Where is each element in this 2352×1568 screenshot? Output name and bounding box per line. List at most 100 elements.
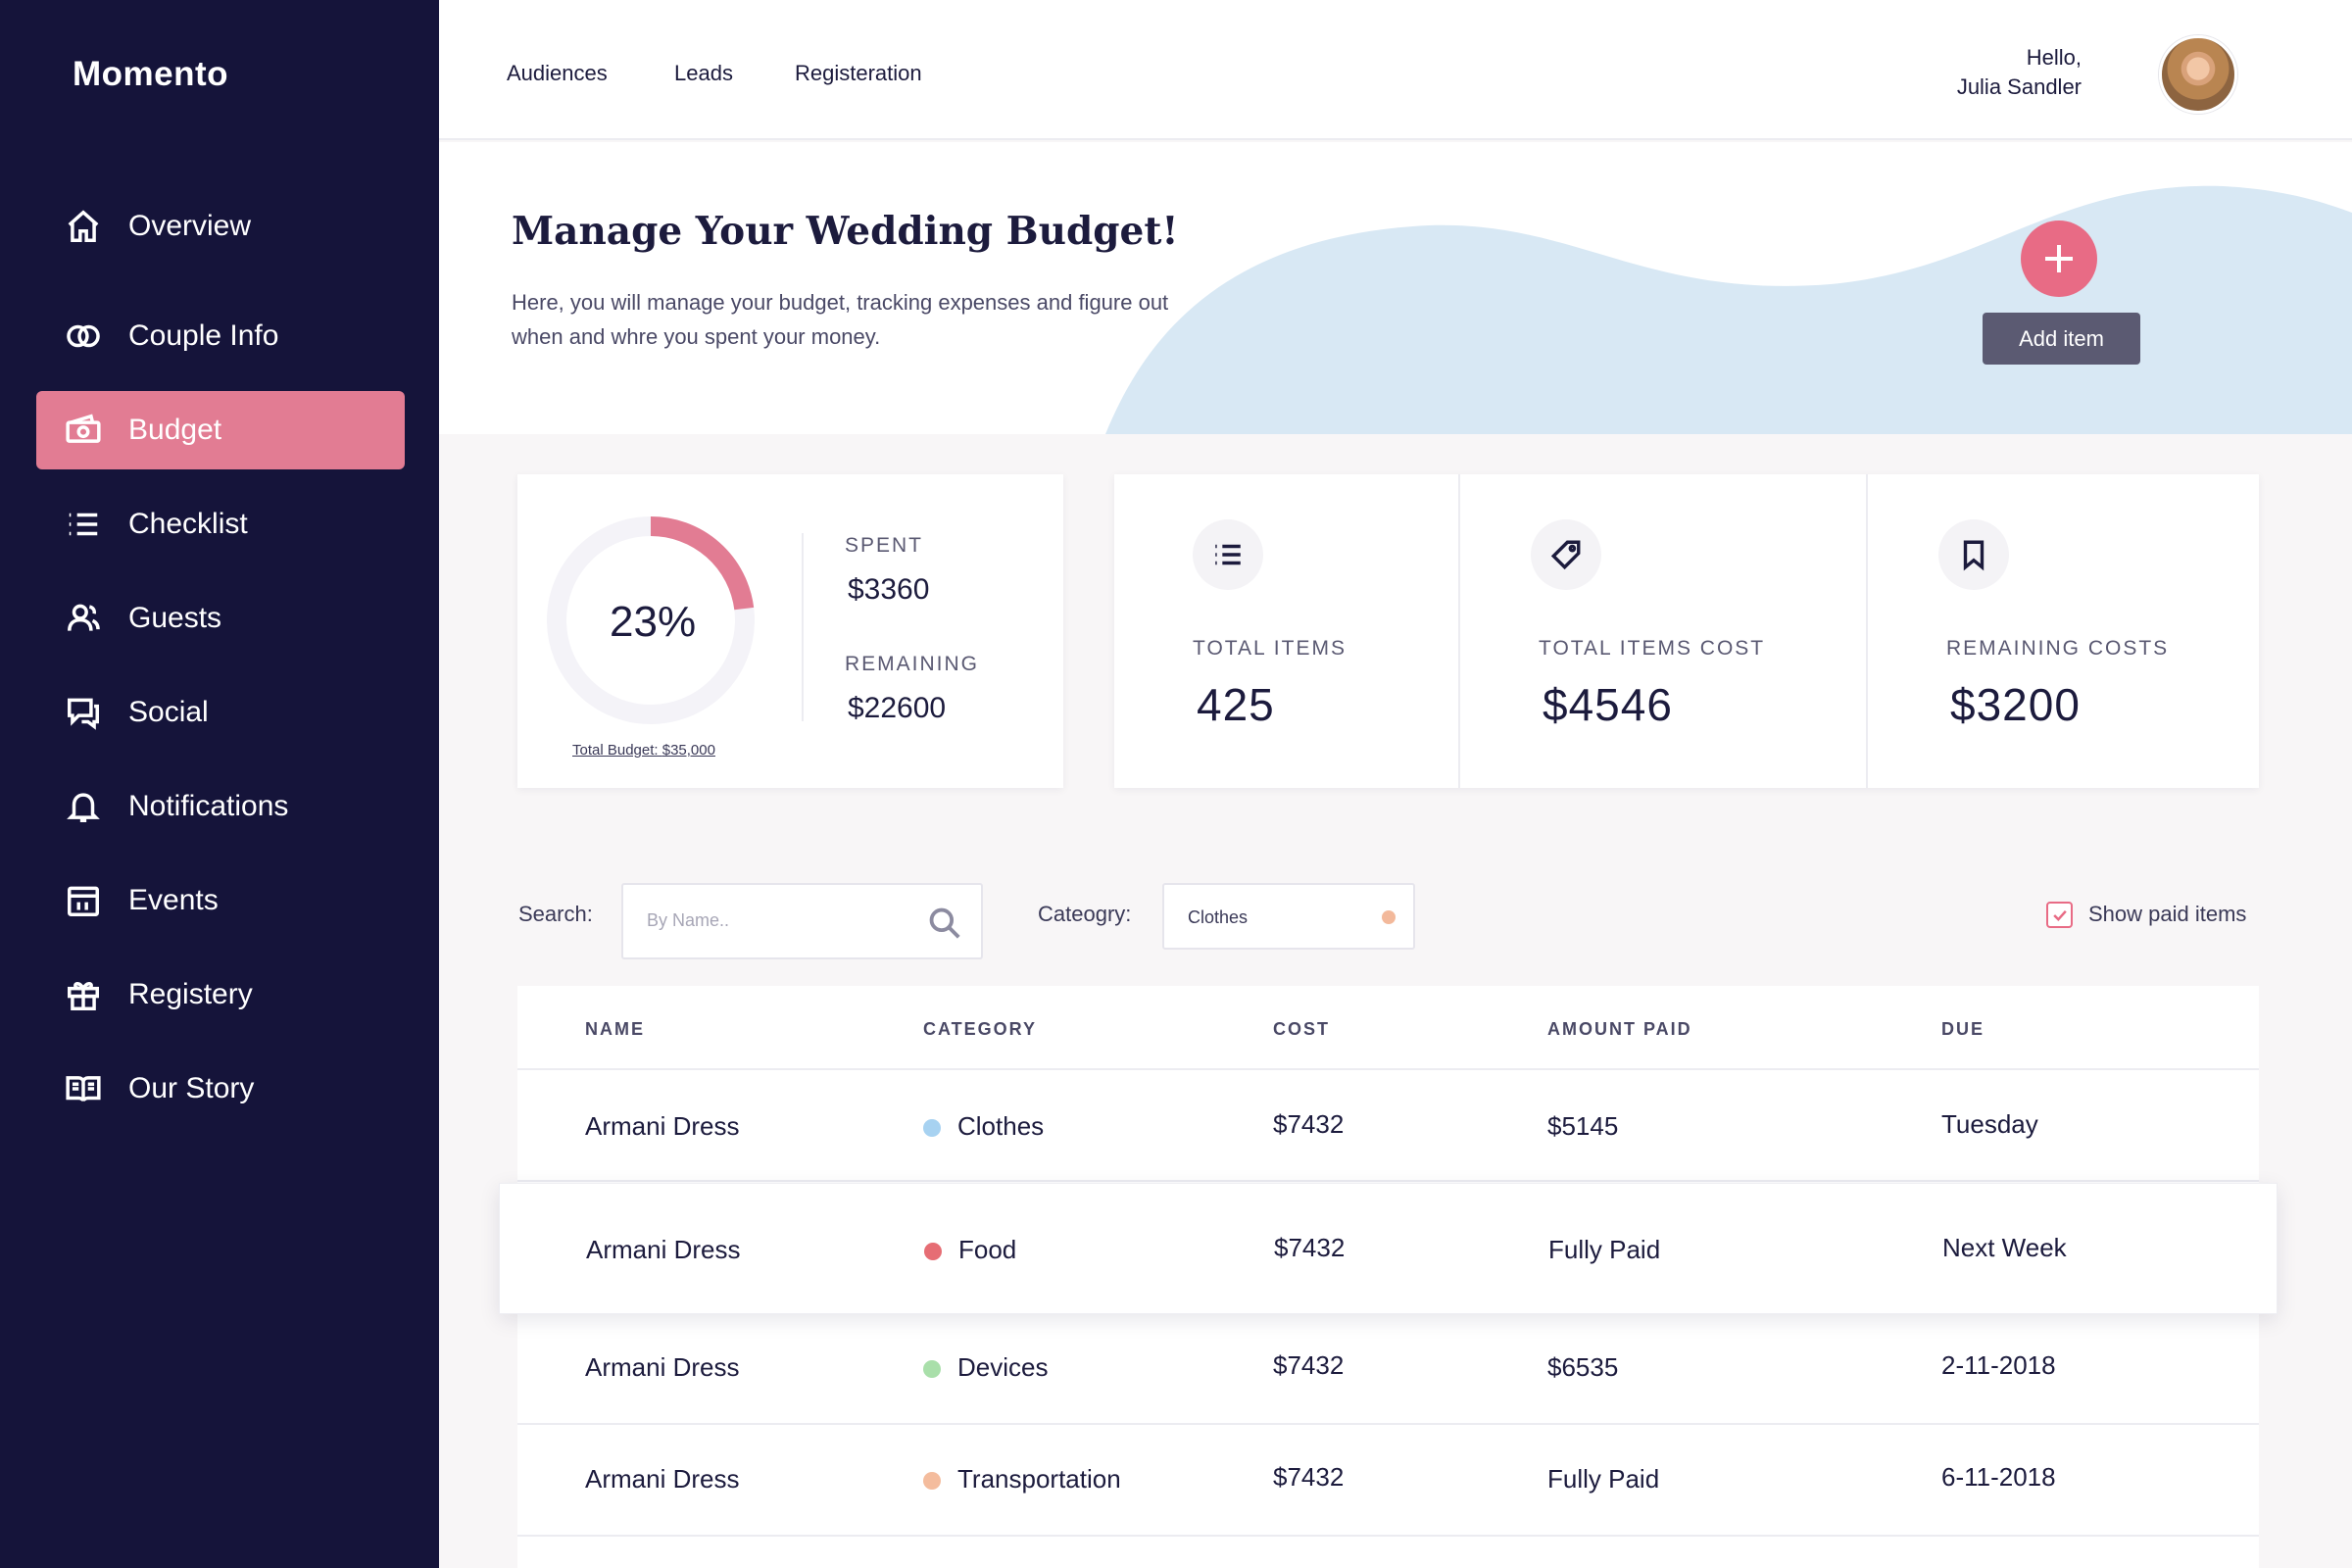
search-placeholder: By Name.. bbox=[647, 910, 730, 930]
money-icon bbox=[64, 411, 103, 450]
user-greeting: Hello, Julia Sandler bbox=[1957, 43, 2082, 102]
category-color-dot bbox=[1382, 910, 1396, 924]
sidebar-item-label: Budget bbox=[128, 414, 222, 446]
total-budget[interactable]: Total Budget: $35,000 bbox=[572, 742, 715, 759]
column-header-due[interactable]: DUE bbox=[1941, 1019, 1985, 1039]
sidebar-item-label: Guests bbox=[128, 602, 222, 634]
sidebar-item-checklist[interactable]: Checklist bbox=[36, 485, 405, 564]
cell-amount-paid: $6535 bbox=[1547, 1352, 1619, 1382]
cell-name: Armani Dress bbox=[586, 1235, 741, 1264]
add-item-button[interactable]: Add item bbox=[1983, 313, 2140, 365]
search-input[interactable]: By Name.. bbox=[621, 883, 983, 959]
column-header-name[interactable]: NAME bbox=[585, 1019, 645, 1039]
stat-label: REMAINING COSTS bbox=[1946, 637, 2170, 660]
sidebar-item-label: Social bbox=[128, 696, 209, 728]
users-icon bbox=[64, 599, 103, 638]
category-dot bbox=[923, 1119, 941, 1137]
avatar[interactable] bbox=[2159, 35, 2237, 114]
tag-icon bbox=[1531, 519, 1601, 590]
cell-name: Armani Dress bbox=[585, 1352, 740, 1382]
sidebar-item-overview[interactable]: Overview bbox=[36, 187, 405, 266]
cell-name: Armani Dress bbox=[585, 1464, 740, 1494]
cell-cost: $7432 bbox=[1273, 1109, 1345, 1139]
plus-icon bbox=[2045, 245, 2073, 272]
app-logo[interactable]: Momento bbox=[73, 55, 229, 93]
cell-amount-paid: $5145 bbox=[1547, 1111, 1619, 1141]
category-label: Cateogry: bbox=[1038, 902, 1132, 926]
column-header-amount-paid[interactable]: AMOUNT PAID bbox=[1547, 1019, 1692, 1039]
hero-banner: Manage Your Wedding Budget! Here, you wi… bbox=[439, 142, 2352, 434]
sidebar-item-registery[interactable]: Registery bbox=[36, 956, 405, 1034]
column-header-cost[interactable]: COST bbox=[1273, 1019, 1331, 1039]
cell-due: 2-11-2018 bbox=[1941, 1350, 2056, 1380]
cell-category: Food bbox=[958, 1235, 1017, 1264]
cell-name: Armani Dress bbox=[585, 1111, 740, 1141]
sidebar-item-social[interactable]: Social bbox=[36, 673, 405, 752]
category-dot bbox=[923, 1360, 941, 1378]
column-header-category[interactable]: CATEGORY bbox=[923, 1019, 1038, 1039]
rings-icon bbox=[64, 317, 103, 356]
stat-total-items-cost: TOTAL ITEMS COST $4546 bbox=[1458, 474, 1866, 788]
chat-icon bbox=[64, 693, 103, 732]
spent-label: SPENT bbox=[845, 534, 924, 557]
sidebar-item-couple-info[interactable]: Couple Info bbox=[36, 297, 405, 375]
cell-amount-paid: Fully Paid bbox=[1548, 1235, 1661, 1264]
stat-value: 425 bbox=[1197, 679, 1275, 730]
table-row[interactable]: Armani Dress Food $7432 Fully Paid Next … bbox=[499, 1183, 2278, 1314]
show-paid-checkbox[interactable] bbox=[2046, 902, 2073, 928]
nav-link-registeration[interactable]: Registeration bbox=[795, 61, 922, 85]
table-header: NAME CATEGORY COST AMOUNT PAID DUE bbox=[517, 986, 2259, 1070]
sidebar-item-notifications[interactable]: Notifications bbox=[36, 767, 405, 846]
table-row[interactable]: Armani Dress Clothes $7432 $5145 Tuesday bbox=[517, 1072, 2259, 1182]
gift-icon bbox=[64, 975, 103, 1014]
stats-card: TOTAL ITEMS 425 TOTAL ITEMS COST $4546 R… bbox=[1114, 474, 2259, 788]
budget-percent: 23% bbox=[610, 598, 697, 646]
sidebar-item-guests[interactable]: Guests bbox=[36, 579, 405, 658]
category-dot bbox=[924, 1243, 942, 1260]
cell-cost: $7432 bbox=[1274, 1233, 1346, 1262]
budget-table: NAME CATEGORY COST AMOUNT PAID DUE Arman… bbox=[499, 986, 2278, 1568]
add-item-plus-button[interactable] bbox=[2021, 220, 2097, 297]
user-name[interactable]: Julia Sandler bbox=[1956, 74, 2082, 99]
cell-due: 6-11-2018 bbox=[1941, 1462, 2056, 1492]
sidebar-item-budget[interactable]: Budget bbox=[36, 391, 405, 469]
sidebar-item-events[interactable]: Events bbox=[36, 861, 405, 940]
search-label: Search: bbox=[518, 902, 593, 926]
sidebar-item-label: Checklist bbox=[128, 508, 248, 540]
sidebar-item-label: Events bbox=[128, 884, 219, 916]
bell-icon bbox=[64, 787, 103, 826]
checkmark-icon bbox=[2052, 909, 2067, 921]
table-row[interactable]: Armani Dress Transportation $7432 Fully … bbox=[517, 1427, 2259, 1537]
calendar-icon bbox=[64, 881, 103, 920]
show-paid-label[interactable]: Show paid items bbox=[2088, 902, 2247, 926]
remaining-label: REMAINING bbox=[845, 653, 980, 675]
table-row[interactable] bbox=[517, 1539, 2259, 1568]
nav-link-leads[interactable]: Leads bbox=[674, 61, 733, 85]
budget-donut-chart bbox=[547, 516, 755, 724]
nav-link-audiences[interactable]: Audiences bbox=[507, 61, 608, 85]
stat-remaining-costs: REMAINING COSTS $3200 bbox=[1866, 474, 2259, 788]
spent-value: $3360 bbox=[848, 573, 930, 606]
stat-label: TOTAL ITEMS COST bbox=[1539, 637, 1766, 660]
total-budget-value: $35,000 bbox=[662, 742, 715, 759]
stat-value: $4546 bbox=[1543, 679, 1673, 730]
divider bbox=[802, 533, 804, 721]
sidebar-item-label: Overview bbox=[128, 210, 252, 242]
sidebar-item-label: Notifications bbox=[128, 790, 289, 822]
remaining-value: $22600 bbox=[848, 692, 947, 724]
cell-category: Clothes bbox=[957, 1111, 1045, 1141]
cell-due: Tuesday bbox=[1941, 1109, 2038, 1139]
cell-cost: $7432 bbox=[1273, 1462, 1345, 1492]
stat-value: $3200 bbox=[1950, 679, 2081, 730]
category-select-value: Clothes bbox=[1188, 907, 1249, 927]
category-select[interactable]: Clothes bbox=[1162, 883, 1415, 950]
top-bar: Audiences Leads Registeration Hello, Jul… bbox=[439, 0, 2352, 140]
stat-total-items: TOTAL ITEMS 425 bbox=[1114, 474, 1459, 788]
search-icon[interactable] bbox=[926, 905, 963, 942]
page-title: Manage Your Wedding Budget! bbox=[512, 209, 1179, 254]
sidebar-item-label: Couple Info bbox=[128, 319, 279, 352]
greeting-text: Hello, bbox=[2026, 45, 2082, 70]
sidebar-item-our-story[interactable]: Our Story bbox=[36, 1050, 405, 1128]
cell-category: Devices bbox=[957, 1352, 1049, 1382]
table-row[interactable]: Armani Dress Devices $7432 $6535 2-11-20… bbox=[517, 1315, 2259, 1425]
